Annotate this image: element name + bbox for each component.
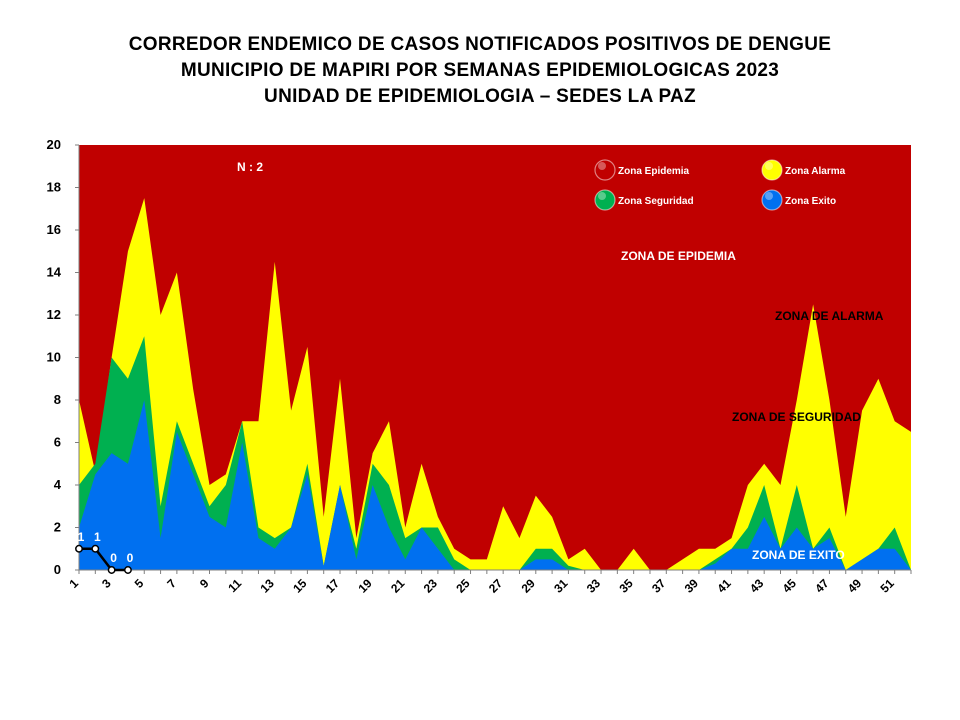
legend-marker-highlight	[598, 162, 606, 170]
x-tick-label: 27	[486, 576, 506, 596]
y-tick-label: 12	[47, 307, 61, 322]
legend-marker-highlight	[765, 192, 773, 200]
x-tick-label: 23	[421, 576, 441, 596]
x-tick-label: 37	[649, 576, 669, 596]
legend-marker	[594, 159, 616, 181]
legend-label: Zona Seguridad	[618, 196, 694, 207]
x-tick-label: 9	[197, 576, 212, 591]
annotation-n: N : 2	[237, 160, 263, 174]
y-tick-label: 4	[54, 477, 62, 492]
point-casos	[107, 566, 116, 574]
x-tick-label: 41	[714, 576, 734, 596]
data-label-casos: 1	[78, 530, 85, 544]
legend-label: Zona Epidemia	[618, 166, 690, 177]
line-casos	[79, 547, 128, 572]
y-tick-label: 0	[54, 562, 61, 577]
legend-marker-highlight	[598, 192, 606, 200]
x-tick-label: 21	[388, 576, 408, 596]
x-tick-label: 35	[616, 576, 636, 596]
legend-marker	[761, 159, 783, 181]
y-tick-label: 10	[47, 350, 61, 365]
legend-label: Zona Exito	[785, 196, 836, 207]
annotation-zona-epidemia: ZONA DE EPIDEMIA	[621, 249, 736, 263]
point-casos	[75, 544, 83, 553]
legend-item: Zona Exito	[761, 189, 836, 211]
x-tick-label: 19	[355, 576, 375, 596]
data-label-casos: 1	[94, 530, 101, 544]
x-tick-label: 3	[99, 576, 114, 591]
x-tick-label: 7	[164, 576, 179, 591]
x-tick-label: 31	[551, 576, 571, 596]
title-line-3: UNIDAD DE EPIDEMIOLOGIA – SEDES LA PAZ	[264, 86, 696, 107]
data-label-casos: 0	[110, 551, 117, 565]
x-tick-label: 13	[258, 576, 278, 596]
y-tick-label: 14	[47, 265, 62, 280]
annotation-zona-seguridad: ZONA DE SEGURIDAD	[732, 410, 861, 424]
x-tick-label: 45	[780, 576, 800, 596]
y-tick-label: 18	[47, 180, 61, 195]
annotation-zona-alarma: ZONA DE ALARMA	[775, 309, 884, 323]
x-tick-label: 43	[747, 576, 767, 596]
x-tick-label: 47	[812, 576, 832, 596]
x-tick-label: 5	[132, 576, 147, 591]
x-tick-label: 49	[845, 576, 865, 596]
legend-item: Zona Alarma	[761, 159, 846, 181]
area-zona-alarma	[79, 198, 911, 570]
x-tick-label: 17	[323, 576, 343, 596]
y-tick-label: 6	[54, 435, 61, 450]
legend-marker-highlight	[765, 162, 773, 170]
y-tick-label: 2	[54, 520, 61, 535]
x-tick-label: 39	[682, 576, 702, 596]
title-line-1: CORREDOR ENDEMICO DE CASOS NOTIFICADOS P…	[128, 34, 832, 55]
x-tick-label: 29	[519, 576, 539, 596]
y-tick-label: 16	[47, 222, 61, 237]
y-tick-label: 20	[47, 137, 61, 152]
x-tick-label: 15	[290, 576, 310, 596]
legend-item: Zona Epidemia	[594, 159, 690, 181]
annotation-zona-exito: ZONA DE EXITO	[752, 548, 845, 562]
point-casos	[91, 544, 100, 553]
y-tick-label: 8	[54, 392, 61, 407]
x-tick-label: 1	[66, 576, 81, 591]
chart-title: CORREDOR ENDEMICO DE CASOS NOTIFICADOS P…	[0, 32, 960, 110]
x-tick-label: 25	[453, 576, 473, 596]
legend-marker	[594, 189, 616, 211]
x-tick-label: 51	[877, 576, 897, 596]
x-tick-label: 33	[584, 576, 604, 596]
x-tick-label: 11	[225, 576, 244, 595]
legend-item: Zona Seguridad	[594, 189, 694, 211]
data-label-casos: 0	[127, 551, 134, 565]
area-zona-exito	[79, 400, 911, 570]
point-casos	[123, 566, 132, 574]
legend-label: Zona Alarma	[785, 166, 846, 177]
legend-marker	[761, 189, 783, 211]
title-line-2: MUNICIPIO DE MAPIRI POR SEMANAS EPIDEMIO…	[180, 60, 780, 81]
